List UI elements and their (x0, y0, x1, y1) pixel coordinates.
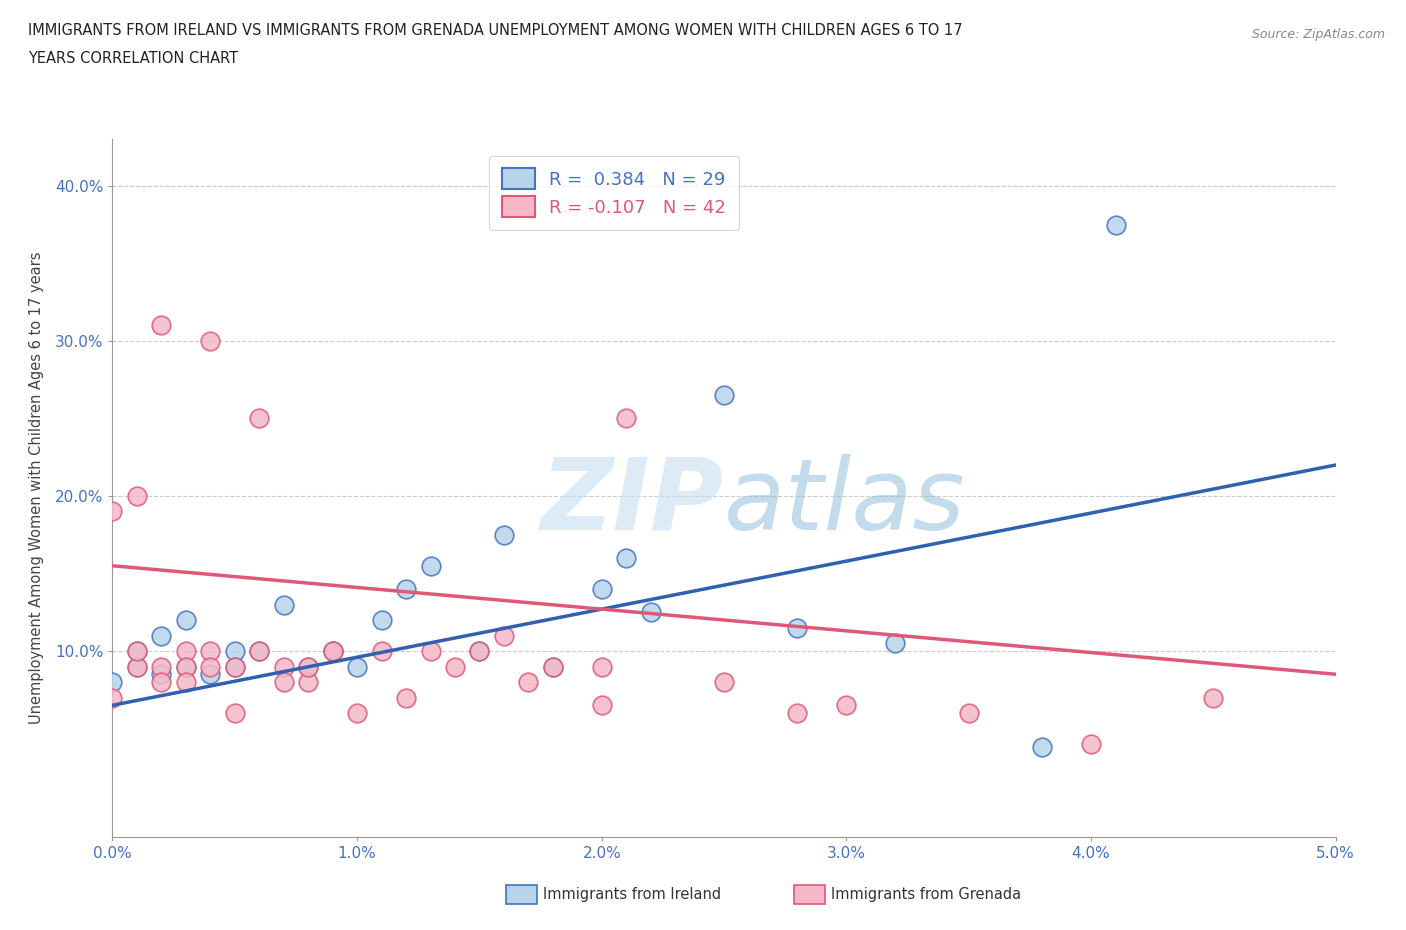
Point (322, 644, 344, 658)
Point (492, 628, 515, 643)
Point (150, 628, 173, 643)
Point (370, 644, 392, 658)
Point (101, 504, 124, 519)
Point (200, 667, 222, 682)
Point (174, 644, 197, 658)
Point (713, 674, 735, 689)
Point (174, 674, 197, 689)
Text: atlas: atlas (724, 454, 966, 551)
Point (322, 644, 344, 658)
Text: Immigrants from Grenada: Immigrants from Grenada (831, 887, 1021, 902)
Point (419, 644, 441, 658)
Point (835, 698, 858, 712)
Point (786, 620, 808, 635)
Point (224, 644, 246, 658)
Point (200, 644, 222, 658)
Point (273, 597, 295, 612)
Point (247, 411, 270, 426)
Point (247, 644, 270, 658)
Point (370, 613, 392, 628)
Point (224, 706, 246, 721)
Point (786, 706, 808, 721)
Point (322, 644, 344, 658)
Point (174, 659, 197, 674)
Point (444, 659, 467, 674)
Point (125, 644, 148, 658)
Point (591, 581, 613, 596)
Point (419, 558, 441, 573)
Point (125, 644, 148, 658)
Point (174, 659, 197, 674)
Point (492, 527, 515, 542)
Text: Source: ZipAtlas.com: Source: ZipAtlas.com (1251, 28, 1385, 41)
Point (150, 667, 173, 682)
Point (1080, 737, 1102, 751)
Point (346, 659, 368, 674)
Text: ZIP: ZIP (541, 454, 724, 551)
Point (247, 644, 270, 658)
Point (884, 636, 907, 651)
Point (541, 659, 564, 674)
Point (640, 604, 662, 619)
Point (297, 659, 319, 674)
Text: IMMIGRANTS FROM IRELAND VS IMMIGRANTS FROM GRENADA UNEMPLOYMENT AMONG WOMEN WITH: IMMIGRANTS FROM IRELAND VS IMMIGRANTS FR… (28, 23, 963, 38)
Point (297, 674, 319, 689)
Point (517, 674, 540, 689)
Point (614, 411, 637, 426)
Point (395, 581, 418, 596)
Text: Immigrants from Ireland: Immigrants from Ireland (543, 887, 721, 902)
Point (346, 706, 368, 721)
Point (541, 659, 564, 674)
Point (125, 488, 148, 503)
Point (224, 659, 246, 674)
Text: YEARS CORRELATION CHART: YEARS CORRELATION CHART (28, 51, 238, 66)
Point (101, 690, 124, 705)
Point (591, 659, 613, 674)
Point (125, 659, 148, 674)
Y-axis label: Unemployment Among Women with Children Ages 6 to 17 years: Unemployment Among Women with Children A… (30, 252, 44, 724)
Point (1202, 690, 1225, 705)
Point (468, 644, 491, 658)
Point (713, 388, 735, 403)
Point (468, 644, 491, 658)
Point (174, 613, 197, 628)
Point (101, 674, 124, 689)
Legend: R =  0.384   N = 29, R = -0.107   N = 42: R = 0.384 N = 29, R = -0.107 N = 42 (489, 155, 738, 230)
Point (273, 659, 295, 674)
Point (150, 659, 173, 674)
Point (1104, 218, 1126, 232)
Point (200, 334, 222, 349)
Point (591, 698, 613, 712)
Point (1031, 739, 1053, 754)
Point (395, 690, 418, 705)
Point (150, 674, 173, 689)
Point (297, 659, 319, 674)
Point (125, 659, 148, 674)
Point (614, 551, 637, 565)
Point (273, 674, 295, 689)
Point (224, 659, 246, 674)
Point (957, 706, 980, 721)
Point (200, 659, 222, 674)
Point (150, 318, 173, 333)
